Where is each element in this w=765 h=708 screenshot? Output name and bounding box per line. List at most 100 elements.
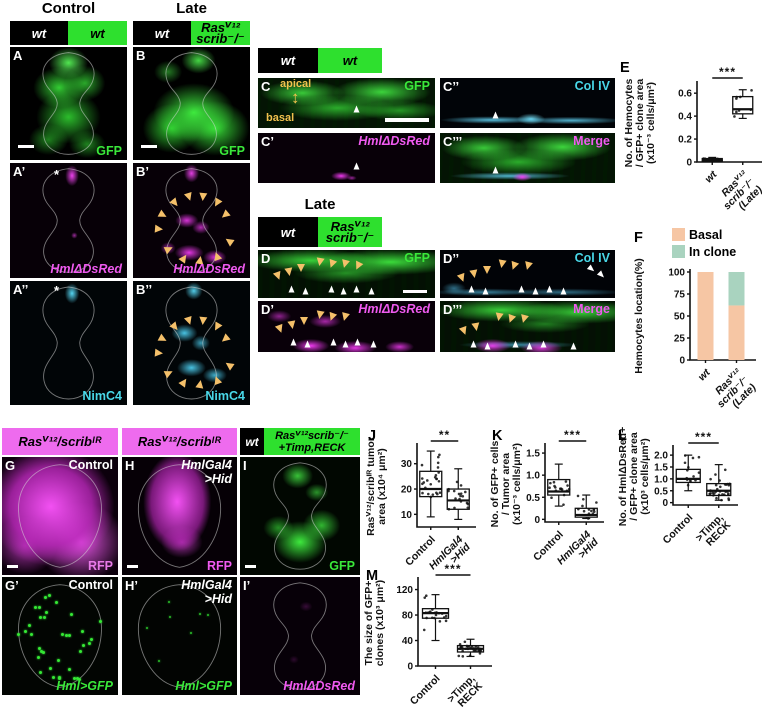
genotype-wt: wt bbox=[258, 48, 318, 73]
channel-label: HmlΔDsRed bbox=[358, 302, 430, 316]
panel-letter: D’ bbox=[261, 302, 274, 317]
apical-basal-arrow-icon: ↕ bbox=[291, 88, 300, 107]
arrowhead-icon bbox=[560, 287, 567, 295]
hemocyte-dot bbox=[69, 613, 73, 617]
arrowhead-icon bbox=[304, 340, 311, 348]
genotype-ras-line: Rasⱽ¹² bbox=[330, 219, 370, 234]
micrograph-C-tripleprime: C’’’ Merge bbox=[440, 133, 615, 183]
svg-text:area (x10⁴ μm²): area (x10⁴ μm²) bbox=[376, 448, 388, 524]
arrowhead-icon bbox=[512, 340, 519, 348]
legend-label: Basal bbox=[689, 227, 723, 242]
genotype-wt: wt bbox=[133, 21, 191, 45]
panel-letter: E bbox=[620, 60, 630, 76]
arrowhead-icon bbox=[274, 323, 286, 335]
hemocyte-dot bbox=[78, 650, 82, 654]
svg-text:clones (x10³ μm²): clones (x10³ μm²) bbox=[374, 580, 386, 666]
disc-outline bbox=[242, 579, 358, 693]
svg-text:Hemocytes location(%): Hemocytes location(%) bbox=[633, 258, 645, 374]
arrowhead-icon bbox=[328, 285, 335, 293]
arrowhead-icon bbox=[532, 287, 539, 295]
panel-letter: A’’ bbox=[13, 282, 29, 297]
arrowhead-icon bbox=[518, 285, 525, 293]
svg-text:wt: wt bbox=[703, 168, 720, 185]
boxplot-gfp-cells-per-tumor: 0 0.5 1.0 1.5 No. of GFP+ cells / Tumor area(… bbox=[489, 428, 604, 567]
micrograph-B-prime: B’ HmlΔDsRed bbox=[133, 163, 250, 278]
chart-L-container: L 0 0.5 1.0 1.5 2.0 No. of HmlΔDsRed+ / GFP+ c… bbox=[616, 424, 765, 604]
svg-text:1.0: 1.0 bbox=[526, 471, 540, 482]
arrowhead-icon bbox=[297, 264, 305, 272]
hemocyte-dot bbox=[56, 658, 60, 662]
genotype-bar-G: Rasⱽ¹²/scribᴵᴿ bbox=[2, 428, 118, 455]
svg-text:**: ** bbox=[439, 428, 450, 442]
arrowhead-icon bbox=[471, 322, 481, 332]
boxplot-dsred-per-clone: 00.51.01.52.0 No. of HmlΔDsRed+ / GFP+ clo… bbox=[617, 427, 738, 549]
arrowhead-icon bbox=[494, 312, 504, 322]
hemocyte-dot bbox=[80, 629, 84, 633]
svg-text:No. of HmlΔDsRed+: No. of HmlΔDsRed+ bbox=[617, 427, 629, 526]
legend-item-basal: Basal bbox=[672, 226, 736, 243]
svg-text:Rasⱽ¹²scrib⁻/⁻(Late): Rasⱽ¹²scrib⁻/⁻(Late) bbox=[707, 366, 758, 417]
condition-label: Control bbox=[68, 458, 113, 472]
arrowhead-icon bbox=[326, 258, 338, 270]
svg-text:No. of Hemocytes: No. of Hemocytes bbox=[623, 78, 635, 167]
panel-letter: K bbox=[492, 428, 503, 444]
arrowhead-icon bbox=[468, 285, 475, 293]
panel-letter: J bbox=[368, 428, 377, 444]
arrowhead-icon bbox=[154, 224, 164, 234]
panel-letter: H bbox=[125, 458, 135, 473]
condition-line2: >Hid bbox=[204, 592, 232, 606]
svg-text:50: 50 bbox=[674, 312, 686, 323]
hemocyte-dot bbox=[90, 638, 94, 642]
channel-label: GFP bbox=[96, 144, 122, 158]
svg-text:Rasⱽ¹²scrib⁻/⁻(Late): Rasⱽ¹²scrib⁻/⁻(Late) bbox=[714, 168, 765, 219]
channel-label: GFP bbox=[219, 144, 245, 158]
svg-text:/ GFP+ clone area: / GFP+ clone area bbox=[634, 79, 646, 168]
panel-letter: H’ bbox=[125, 578, 138, 593]
legend-label: In clone bbox=[689, 244, 737, 259]
panel-letter: D bbox=[261, 251, 271, 266]
scale-bar bbox=[7, 565, 18, 568]
hemocyte-dot bbox=[87, 642, 91, 646]
micrograph-G-prime: G’ Control Hml>GFP bbox=[2, 577, 118, 695]
arrowhead-icon bbox=[458, 325, 470, 337]
channel-label: GFP bbox=[404, 251, 430, 265]
disc-outline bbox=[135, 165, 248, 276]
genotype-wt-clone: wt bbox=[318, 48, 382, 73]
genotype-bar-late-mid: wt Rasⱽ¹² scrib⁻/⁻ bbox=[258, 217, 382, 247]
arrowhead-icon bbox=[456, 272, 468, 284]
hemocyte-dot bbox=[67, 667, 71, 671]
genotype-wt: wt bbox=[258, 217, 318, 247]
svg-text:/ Tumor area: / Tumor area bbox=[500, 453, 512, 515]
arrowhead-icon bbox=[284, 267, 294, 277]
hemocyte-dot bbox=[72, 676, 76, 680]
asterisk-marker: * bbox=[54, 167, 60, 182]
channel-label: RFP bbox=[207, 559, 232, 573]
hemocyte-dot bbox=[51, 675, 55, 679]
chart-K-container: K 0 0.5 1.0 1.5 No. of GFP+ cells / Tumor are… bbox=[489, 424, 616, 604]
svg-text:0.6: 0.6 bbox=[678, 89, 692, 100]
svg-text:Control: Control bbox=[660, 512, 695, 547]
stackedbar-hemocyte-location: 0 25 50 75 100 Hemocytes location(%) wt Rasⱽ¹²s… bbox=[633, 258, 759, 417]
genotype-ras-scrib-timp: Rasⱽ¹²scrib⁻/⁻ +Timp,RECK bbox=[264, 428, 360, 455]
hemocyte-dot bbox=[55, 601, 59, 605]
condition-line1: HmlGal4 bbox=[181, 578, 232, 592]
legend: Basal In clone bbox=[672, 226, 736, 260]
panel-letter: I’ bbox=[243, 578, 251, 593]
channel-label: Hml>GFP bbox=[175, 679, 232, 693]
hemocyte-dot bbox=[81, 643, 85, 647]
micrograph-H-prime: H’ HmlGal4 >Hid Hml>GFP bbox=[122, 577, 237, 695]
svg-text:1.5: 1.5 bbox=[526, 449, 540, 460]
genotype-bar-wtwt: wt wt bbox=[258, 48, 382, 73]
column-header-late: Late bbox=[176, 0, 207, 17]
arrowhead-icon bbox=[330, 338, 337, 346]
disc-outline bbox=[135, 49, 248, 158]
arrowhead-icon bbox=[315, 310, 325, 320]
condition-label: Control bbox=[68, 578, 113, 592]
genotype-bar-control: wt wt bbox=[10, 21, 127, 45]
arrowhead-icon bbox=[342, 340, 349, 348]
hemocyte-dot bbox=[30, 632, 34, 636]
scale-bar bbox=[18, 145, 34, 148]
hemocyte-dot bbox=[23, 629, 27, 633]
arrowhead-icon bbox=[546, 285, 553, 293]
svg-text:(x10⁻³ cells/μm²): (x10⁻³ cells/μm²) bbox=[645, 82, 657, 164]
